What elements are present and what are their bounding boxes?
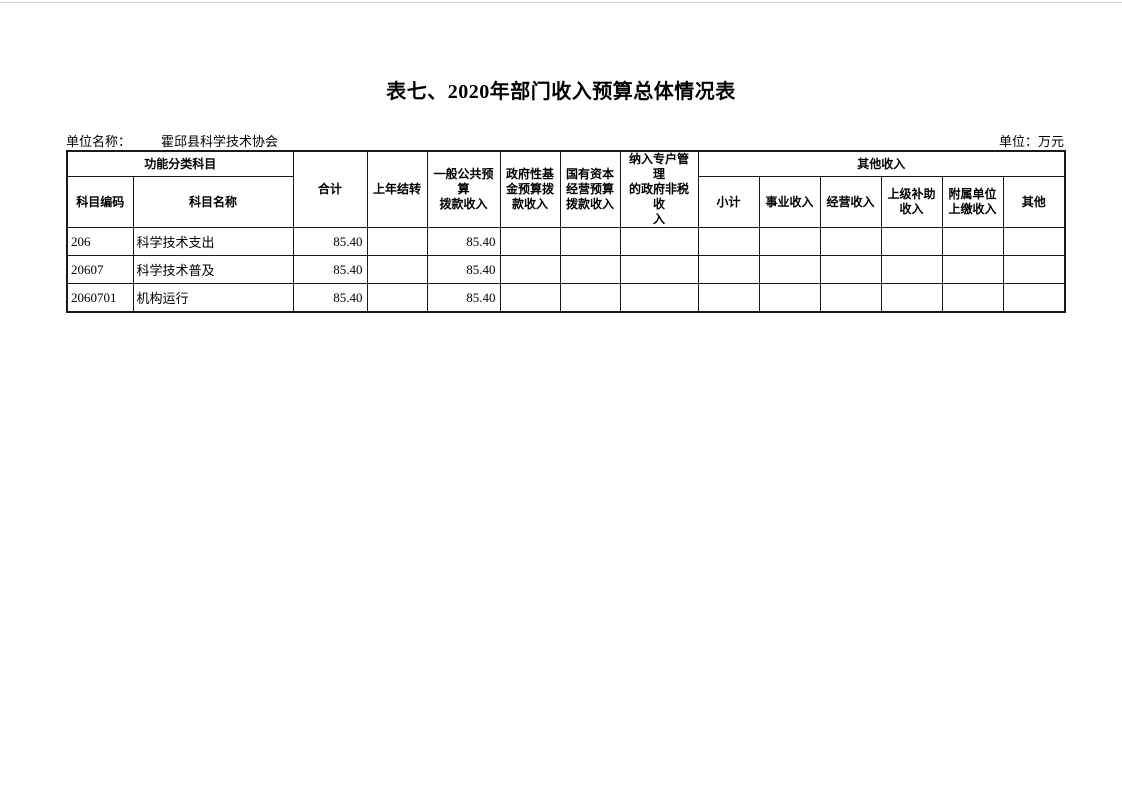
cell-gov-fund [499, 255, 561, 284]
cell-gov-fund [499, 227, 561, 256]
header-function-group: 功能分类科目 [66, 150, 294, 178]
cell-state-capital [559, 255, 621, 284]
header-operating-income: 经营收入 [819, 176, 882, 228]
header-other-income-group: 其他收入 [697, 150, 1066, 178]
cell-superior [880, 283, 943, 313]
cell-business [758, 227, 821, 256]
header-prev-year-carryover: 上年结转 [366, 150, 428, 228]
income-budget-table: 功能分类科目 合计 上年结转 一般公共预算 拨款收入 政府性基 金预算拨 款收入… [66, 150, 1067, 313]
cell-total: 85.40 [292, 255, 368, 284]
cell-subject-name: 科学技术普及 [132, 255, 294, 284]
header-subtotal: 小计 [697, 176, 760, 228]
cell-affiliated [941, 283, 1004, 313]
table-body: 206 科学技术支出 85.40 85.40 20607 科学技术普及 85.4… [66, 227, 1066, 313]
header-superior-subsidy: 上级补助 收入 [880, 176, 943, 228]
cell-non-tax [619, 227, 699, 256]
cell-general-budget: 85.40 [426, 283, 501, 313]
cell-carryover [366, 255, 428, 284]
unit-name-line: 单位名称： 霍邱县科学技术协会 [66, 131, 278, 150]
header-gov-fund-budget: 政府性基 金预算拨 款收入 [499, 150, 561, 228]
cell-subject-code: 20607 [66, 255, 134, 284]
cell-affiliated [941, 255, 1004, 284]
cell-total: 85.40 [292, 227, 368, 256]
cell-state-capital [559, 283, 621, 313]
cell-carryover [366, 227, 428, 256]
header-business-income: 事业收入 [758, 176, 821, 228]
header-affiliated-unit-income: 附属单位 上缴收入 [941, 176, 1004, 228]
header-subject-name: 科目名称 [132, 176, 294, 228]
cell-subtotal [697, 255, 760, 284]
table-header: 功能分类科目 合计 上年结转 一般公共预算 拨款收入 政府性基 金预算拨 款收入… [66, 150, 1066, 228]
cell-operating [819, 227, 882, 256]
cell-operating [819, 255, 882, 284]
cell-superior [880, 255, 943, 284]
header-subject-code: 科目编码 [66, 176, 134, 228]
page-title: 表七、2020年部门收入预算总体情况表 [386, 81, 736, 103]
cell-subject-name: 科学技术支出 [132, 227, 294, 256]
unit-name-value: 霍邱县科学技术协会 [161, 134, 279, 149]
cell-affiliated [941, 227, 1004, 256]
cell-non-tax [619, 255, 699, 284]
cell-general-budget: 85.40 [426, 227, 501, 256]
cell-carryover [366, 283, 428, 313]
cell-gov-fund [499, 283, 561, 313]
header-other: 其他 [1002, 176, 1066, 228]
cell-total: 85.40 [292, 283, 368, 313]
cell-subject-code: 206 [66, 227, 134, 256]
cell-business [758, 283, 821, 313]
page-top-edge-line [0, 2, 1122, 3]
header-state-capital-budget: 国有资本 经营预算 拨款收入 [559, 150, 621, 228]
cell-non-tax [619, 283, 699, 313]
cell-general-budget: 85.40 [426, 255, 501, 284]
cell-operating [819, 283, 882, 313]
cell-state-capital [559, 227, 621, 256]
cell-superior [880, 227, 943, 256]
cell-other [1002, 283, 1066, 313]
cell-other [1002, 227, 1066, 256]
table-row: 20607 科学技术普及 85.40 85.40 [66, 255, 1066, 284]
cell-subtotal [697, 227, 760, 256]
cell-subtotal [697, 283, 760, 313]
currency-unit-label: 单位：万元 [998, 134, 1064, 149]
meta-row: 单位名称： 霍邱县科学技术协会 单位：万元 [66, 131, 1064, 150]
cell-other [1002, 255, 1066, 284]
cell-subject-code: 2060701 [66, 283, 134, 313]
unit-name-label: 单位名称： [66, 134, 132, 149]
header-total: 合计 [292, 150, 368, 228]
header-non-tax-special-account: 纳入专户管理 的政府非税收 入 [619, 150, 699, 228]
table-row: 2060701 机构运行 85.40 85.40 [66, 283, 1066, 313]
cell-business [758, 255, 821, 284]
cell-subject-name: 机构运行 [132, 283, 294, 313]
header-general-public-budget: 一般公共预算 拨款收入 [426, 150, 501, 228]
table-row: 206 科学技术支出 85.40 85.40 [66, 227, 1066, 256]
